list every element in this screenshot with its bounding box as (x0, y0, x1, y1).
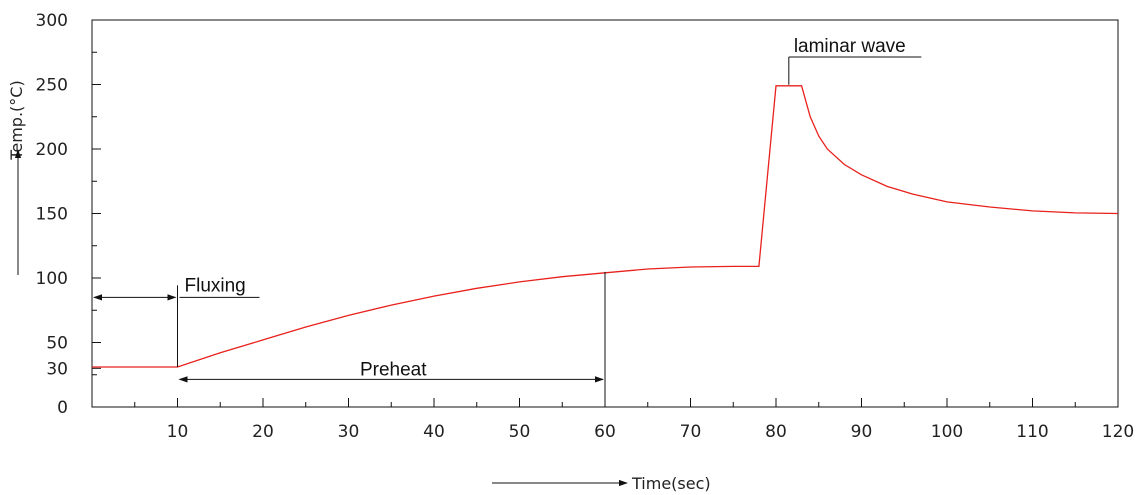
x-tick-label: 120 (1102, 422, 1134, 442)
series-line (92, 85, 1119, 368)
y-tick-label: 150 (36, 205, 68, 225)
x-tick-label: 40 (423, 422, 445, 442)
fluxing-label: Fluxing (185, 275, 246, 296)
y-tick-label: 300 (36, 11, 68, 31)
y-tick-label: 50 (46, 334, 68, 354)
x-tick-label: 30 (338, 422, 360, 442)
x-tick-label: 100 (931, 422, 963, 442)
y-tick-label: 0 (57, 398, 68, 418)
x-tick-label: 110 (1016, 422, 1048, 442)
y-axis-title: Temp.(°C) (7, 80, 26, 160)
y-tick-label: 250 (36, 76, 68, 96)
x-tick-label: 90 (851, 422, 873, 442)
x-tick-label: 60 (594, 422, 616, 442)
series-group (92, 85, 1119, 368)
annotations: Fluxing Preheat laminar wave (93, 36, 922, 405)
x-tick-label: 10 (167, 422, 189, 442)
preheat-label: Preheat (360, 359, 427, 380)
laminar-wave-label: laminar wave (794, 36, 906, 57)
x-tick-label: 20 (252, 422, 274, 442)
x-axis-title: Time(sec) (631, 474, 711, 493)
y-tick-label: 30 (46, 359, 68, 379)
x-tick-label: 80 (765, 422, 787, 442)
y-tick-label: 200 (36, 140, 68, 160)
x-tick-label: 50 (509, 422, 531, 442)
y-tick-label: 100 (36, 269, 68, 289)
tick-marks (92, 19, 1119, 408)
x-tick-label: 70 (680, 422, 702, 442)
tick-labels: 10 20 30 40 50 60 70 80 90 100 110 120 0 30 50 100 150 20… (36, 11, 1135, 442)
